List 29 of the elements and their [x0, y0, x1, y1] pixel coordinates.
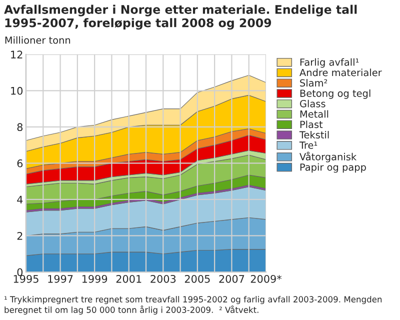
text: ¹ Trykkimpregnert tre regnet som treavfall 1995-2002 og farlig avfall 2003-2009. Mengden beregnet til om lag 50 000 tonn årlig i 2003-2009. ² Våtvekt.: [4, 296, 382, 315]
legend-label: Andre materialer: [300, 68, 382, 76]
legend-label: Plast: [300, 120, 323, 128]
x-tick-label: 1995: [14, 274, 38, 283]
legend-label: Slam²: [300, 79, 328, 87]
legend-label: Tekstil: [299, 130, 329, 138]
legend-label: Betong og tegl: [300, 89, 370, 99]
legend-label: Farlig avfall¹: [300, 58, 359, 68]
y-tick-label: 12: [11, 50, 22, 58]
x-tick-label: 2007: [219, 274, 244, 283]
x-tick-label: 2005: [184, 274, 210, 283]
x-tick-label: 2001: [116, 274, 142, 283]
legend-label: Metall: [300, 110, 328, 118]
x-tick-label: 2003: [150, 274, 176, 283]
x-tick-label: 1999: [82, 274, 108, 283]
y-axis-title: Millioner tonn: [5, 36, 70, 44]
legend-label: Våtorganisk: [300, 152, 357, 162]
y-tick-label: 2: [17, 232, 22, 240]
legend-label: Glass: [300, 100, 326, 108]
legend-label: Papir og papp: [300, 163, 366, 173]
y-tick-label: 6: [17, 159, 23, 168]
y-tick-label: 8: [17, 123, 23, 132]
y-tick-label: 10: [11, 86, 23, 95]
x-tick-label: 2009*: [250, 274, 282, 283]
y-tick-label: 0: [17, 268, 23, 276]
x-tick-label: 1997: [48, 274, 73, 283]
y-tick-label: 4: [17, 196, 23, 204]
chart-title: Avfallsmengder i Norge etter materiale. Endelige tall 1995-2007, foreløpige tall 2008 og 2009: [4, 4, 357, 30]
legend-label: Tre¹: [299, 142, 318, 149]
